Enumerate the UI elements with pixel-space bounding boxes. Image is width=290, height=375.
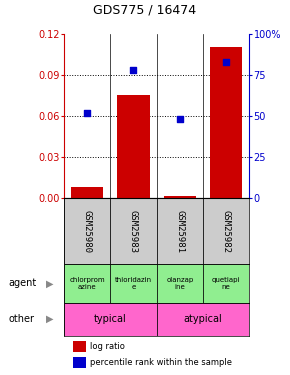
Text: agent: agent: [9, 279, 37, 288]
Text: GSM25982: GSM25982: [222, 210, 231, 253]
Text: olanzap
ine: olanzap ine: [166, 277, 193, 290]
Text: ▶: ▶: [46, 279, 54, 288]
Text: GSM25980: GSM25980: [82, 210, 92, 253]
Text: typical: typical: [94, 314, 126, 324]
Bar: [203, 264, 249, 303]
Text: chlorprom
azine: chlorprom azine: [69, 277, 105, 290]
Bar: [71, 188, 103, 198]
Text: ▶: ▶: [46, 314, 54, 324]
Point: [177, 116, 182, 122]
Bar: [157, 198, 203, 264]
Bar: [117, 96, 150, 198]
Bar: [110, 198, 157, 264]
Text: quetiapi
ne: quetiapi ne: [212, 277, 240, 290]
Bar: [157, 303, 249, 336]
Text: GDS775 / 16474: GDS775 / 16474: [93, 4, 197, 17]
Text: percentile rank within the sample: percentile rank within the sample: [90, 358, 232, 367]
Point: [85, 110, 89, 116]
Point: [224, 59, 229, 65]
Bar: [73, 357, 86, 368]
Point: [131, 67, 136, 73]
Bar: [164, 196, 196, 198]
Bar: [210, 48, 242, 198]
Bar: [73, 341, 86, 352]
Text: GSM25981: GSM25981: [175, 210, 184, 253]
Bar: [157, 264, 203, 303]
Bar: [110, 264, 157, 303]
Text: GSM25983: GSM25983: [129, 210, 138, 253]
Text: thioridazin
e: thioridazin e: [115, 277, 152, 290]
Bar: [64, 303, 157, 336]
Bar: [64, 198, 110, 264]
Text: log ratio: log ratio: [90, 342, 125, 351]
Text: other: other: [9, 314, 35, 324]
Bar: [64, 264, 110, 303]
Text: atypical: atypical: [184, 314, 222, 324]
Bar: [203, 198, 249, 264]
